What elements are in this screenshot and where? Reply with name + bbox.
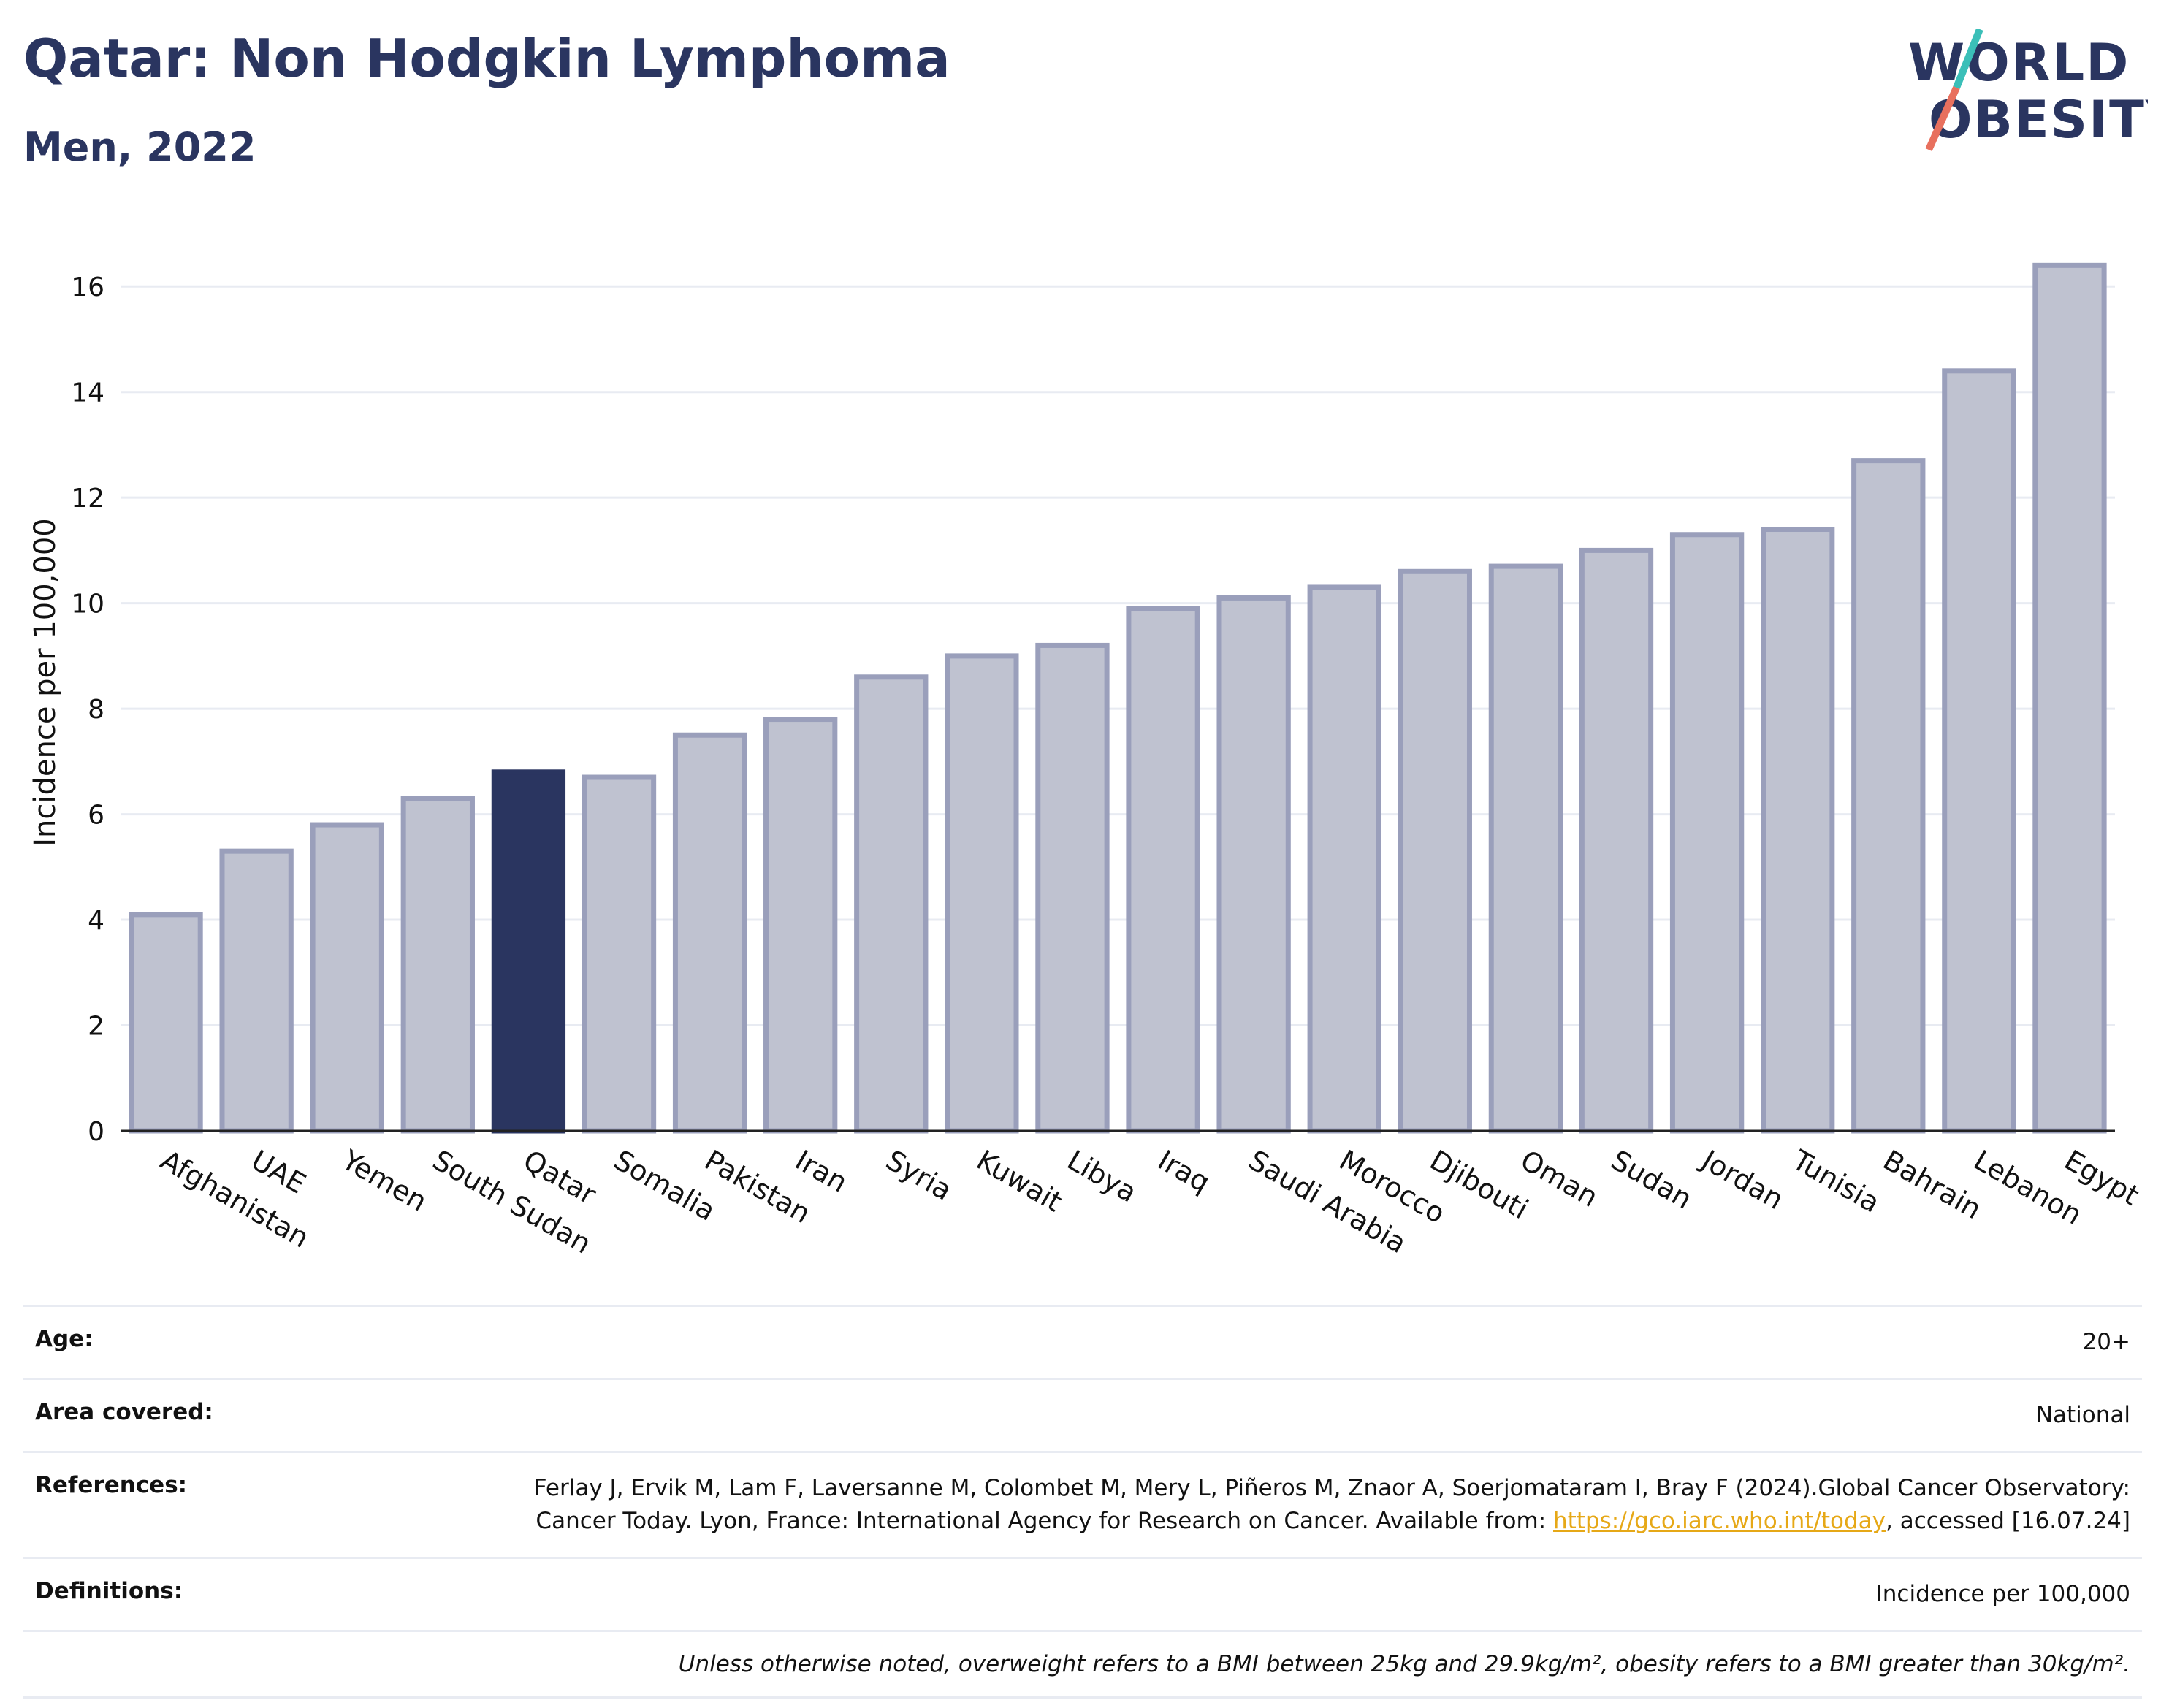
y-tick-label: 0	[88, 1117, 104, 1147]
y-tick-labels: 0 2 4 6 8 10 12 14 16	[71, 272, 104, 1147]
bar-lebanon	[1942, 368, 2016, 1134]
logo-line2: OBESITY	[1929, 90, 2148, 150]
bar-djibouti	[1398, 568, 1472, 1134]
x-tick-label: Kuwait	[971, 1144, 1067, 1219]
references-link[interactable]: https://gco.iarc.who.int/today	[1553, 1507, 1886, 1534]
bar-morocco	[1307, 584, 1381, 1134]
y-tick-label: 14	[71, 378, 104, 408]
area-value: National	[2035, 1401, 2130, 1428]
bar-egypt	[2032, 262, 2107, 1134]
x-tick-label: Bahrain	[1878, 1144, 1986, 1226]
bmi-note: Unless otherwise noted, overweight refer…	[678, 1650, 2130, 1677]
bar-oman	[1488, 563, 1563, 1134]
bar-uae	[219, 848, 294, 1134]
bar-syria	[854, 674, 929, 1134]
bar-yemen	[310, 822, 384, 1134]
page-subtitle: Men, 2022	[23, 124, 256, 170]
x-tick-label: Syria	[880, 1144, 957, 1207]
references-label: References:	[35, 1471, 188, 1498]
age-label: Age:	[35, 1326, 94, 1352]
bars	[129, 262, 2107, 1134]
x-tick-label: UAE	[246, 1144, 311, 1200]
y-tick-label: 12	[71, 484, 104, 514]
definitions-value: Incidence per 100,000	[1875, 1580, 2130, 1607]
y-tick-label: 10	[71, 590, 104, 619]
page-title: Qatar: Non Hodgkin Lymphoma	[23, 28, 950, 89]
x-tick-label: Tunisia	[1786, 1143, 1885, 1219]
bar-bahrain	[1851, 458, 1926, 1134]
x-tick-label: Iran	[790, 1144, 853, 1199]
x-tick-label: Jordan	[1695, 1143, 1788, 1216]
x-tick-label: Iraq	[1153, 1144, 1216, 1199]
meta-row-definitions: Definitions: Incidence per 100,000	[23, 1556, 2142, 1630]
y-tick-label: 4	[88, 906, 104, 936]
bar-jordan	[1669, 532, 1745, 1134]
y-tick-label: 16	[71, 272, 104, 302]
definitions-label: Definitions:	[35, 1577, 183, 1604]
meta-row-area: Area covered: National	[23, 1377, 2142, 1451]
x-tick-label: Yemen	[336, 1143, 432, 1218]
references-suffix: , accessed [16.07.24]	[1885, 1507, 2130, 1534]
bar-sudan	[1579, 547, 1654, 1134]
x-tick-label: Somalia	[609, 1144, 721, 1227]
bar-qatar	[491, 769, 566, 1134]
age-value: 20+	[2082, 1329, 2130, 1355]
meta-row-age: Age: 20+	[23, 1305, 2142, 1378]
logo-slash-teal	[1953, 29, 1983, 89]
meta-row-note: Unless otherwise noted, overweight refer…	[23, 1629, 2142, 1699]
x-tick-label: Sudan	[1606, 1144, 1698, 1216]
bar-afghanistan	[129, 912, 203, 1134]
world-obesity-logo: WORLD OBESITY	[1908, 29, 2148, 152]
bar-iran	[763, 717, 838, 1134]
bar-somalia	[582, 774, 657, 1134]
meta-row-references: References: Ferlay J, Ervik M, Lam F, La…	[23, 1450, 2142, 1557]
metadata-table: Age: 20+ Area covered: National Referenc…	[23, 1305, 2142, 1699]
y-tick-label: 8	[88, 695, 104, 725]
area-label: Area covered:	[35, 1398, 213, 1425]
bar-kuwait	[945, 653, 1019, 1134]
references-value: Ferlay J, Ervik M, Lam F, Laversanne M, …	[450, 1472, 2130, 1538]
bar-libya	[1035, 642, 1110, 1134]
y-tick-label: 6	[88, 801, 104, 831]
bar-pakistan	[672, 732, 747, 1134]
logo-slash-coral	[1925, 85, 1960, 152]
x-tick-label: Libya	[1062, 1144, 1142, 1209]
bar-saudi-arabia	[1216, 595, 1291, 1134]
references-text: Ferlay J, Ervik M, Lam F, Laversanne M, …	[533, 1474, 2130, 1534]
y-axis-title: Incidence per 100,000	[28, 518, 62, 847]
bar-south-sudan	[400, 796, 475, 1134]
logo-line1: WORLD	[1908, 33, 2130, 93]
y-tick-label: 2	[88, 1012, 104, 1042]
bar-tunisia	[1761, 527, 1835, 1134]
bar-iraq	[1126, 606, 1200, 1134]
